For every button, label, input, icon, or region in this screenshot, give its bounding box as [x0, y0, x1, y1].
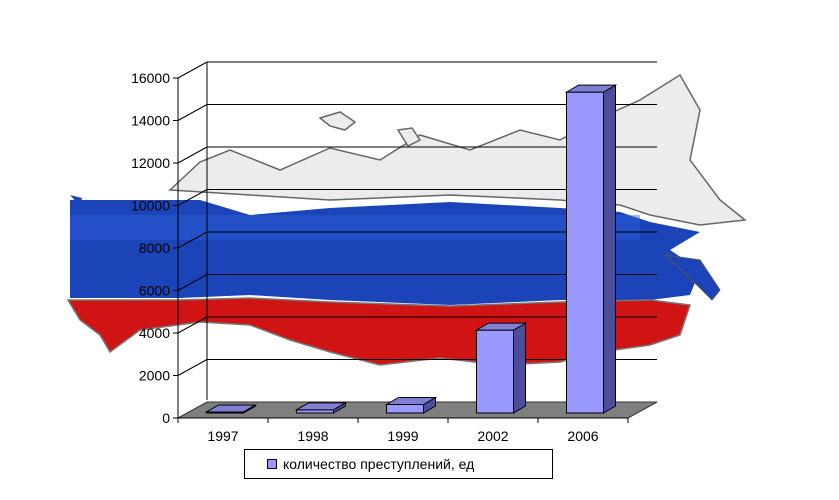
bar-front: [476, 329, 514, 414]
y-tick-label: 16000: [131, 70, 170, 86]
bar-1997: [204, 404, 258, 414]
bar-1998: [294, 401, 348, 414]
legend: количество преступлений, ед: [244, 449, 553, 479]
bar-front: [566, 91, 604, 414]
y-tick-label: 0: [162, 410, 170, 426]
gridline-diag: [177, 359, 208, 376]
bar-front: [386, 404, 424, 414]
bars: [204, 84, 618, 414]
bar-top: [384, 397, 438, 405]
bar-top: [564, 84, 618, 93]
y-tick-label: 2000: [139, 368, 170, 384]
bar-side: [603, 84, 616, 414]
y-tick-label: 10000: [131, 198, 170, 214]
x-tick-label: 1999: [387, 428, 418, 444]
bar-top: [474, 322, 528, 331]
y-tick-label: 4000: [139, 325, 170, 341]
gridline-diag: [177, 61, 208, 79]
y-tick-label: 12000: [131, 155, 170, 171]
plot-area: 0 2000 4000 6000 8000 10000 12000 14000 16000 19…: [131, 61, 658, 444]
bar-side: [513, 322, 526, 414]
y-tick-label: 8000: [139, 240, 170, 256]
legend-label: количество преступлений, ед: [283, 456, 475, 472]
bar-2002: [474, 322, 528, 414]
gridline-diag: [177, 104, 208, 121]
gridline-diag: [177, 146, 208, 164]
x-axis-ticks: 1997 1998 1999 2002 2006: [177, 418, 629, 444]
gridline-diag: [177, 274, 208, 291]
x-tick-label: 1998: [297, 428, 328, 444]
y-axis-ticks: 0 2000 4000 6000 8000 10000 12000 14000 16000: [131, 70, 178, 426]
bar-top: [204, 404, 258, 413]
gridline-diag: [177, 316, 208, 334]
legend-swatch: [267, 459, 277, 469]
bar-1999: [384, 396, 438, 414]
y-tick-label: 6000: [139, 283, 170, 299]
y-tick-label: 14000: [131, 113, 170, 129]
bar-top: [294, 402, 348, 411]
x-tick-label: 2006: [567, 428, 598, 444]
gridline-diag: [177, 189, 208, 206]
x-tick-label: 1997: [207, 428, 238, 444]
gridline-diag: [177, 231, 208, 249]
x-tick-label: 2002: [477, 428, 508, 444]
bar-2006: [564, 84, 618, 414]
